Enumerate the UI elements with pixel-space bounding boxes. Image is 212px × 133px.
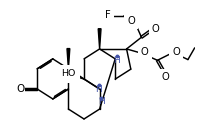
Text: O: O bbox=[152, 24, 159, 34]
Text: HO: HO bbox=[61, 69, 75, 78]
Text: O: O bbox=[161, 72, 169, 82]
Text: O: O bbox=[17, 84, 25, 94]
Polygon shape bbox=[67, 49, 70, 69]
Text: H: H bbox=[96, 84, 102, 93]
Polygon shape bbox=[98, 29, 101, 49]
Text: F: F bbox=[105, 10, 111, 20]
Text: H: H bbox=[98, 97, 104, 107]
Text: O: O bbox=[141, 47, 149, 57]
Text: O: O bbox=[172, 47, 180, 57]
Text: O: O bbox=[127, 16, 135, 26]
Text: H: H bbox=[114, 56, 120, 65]
